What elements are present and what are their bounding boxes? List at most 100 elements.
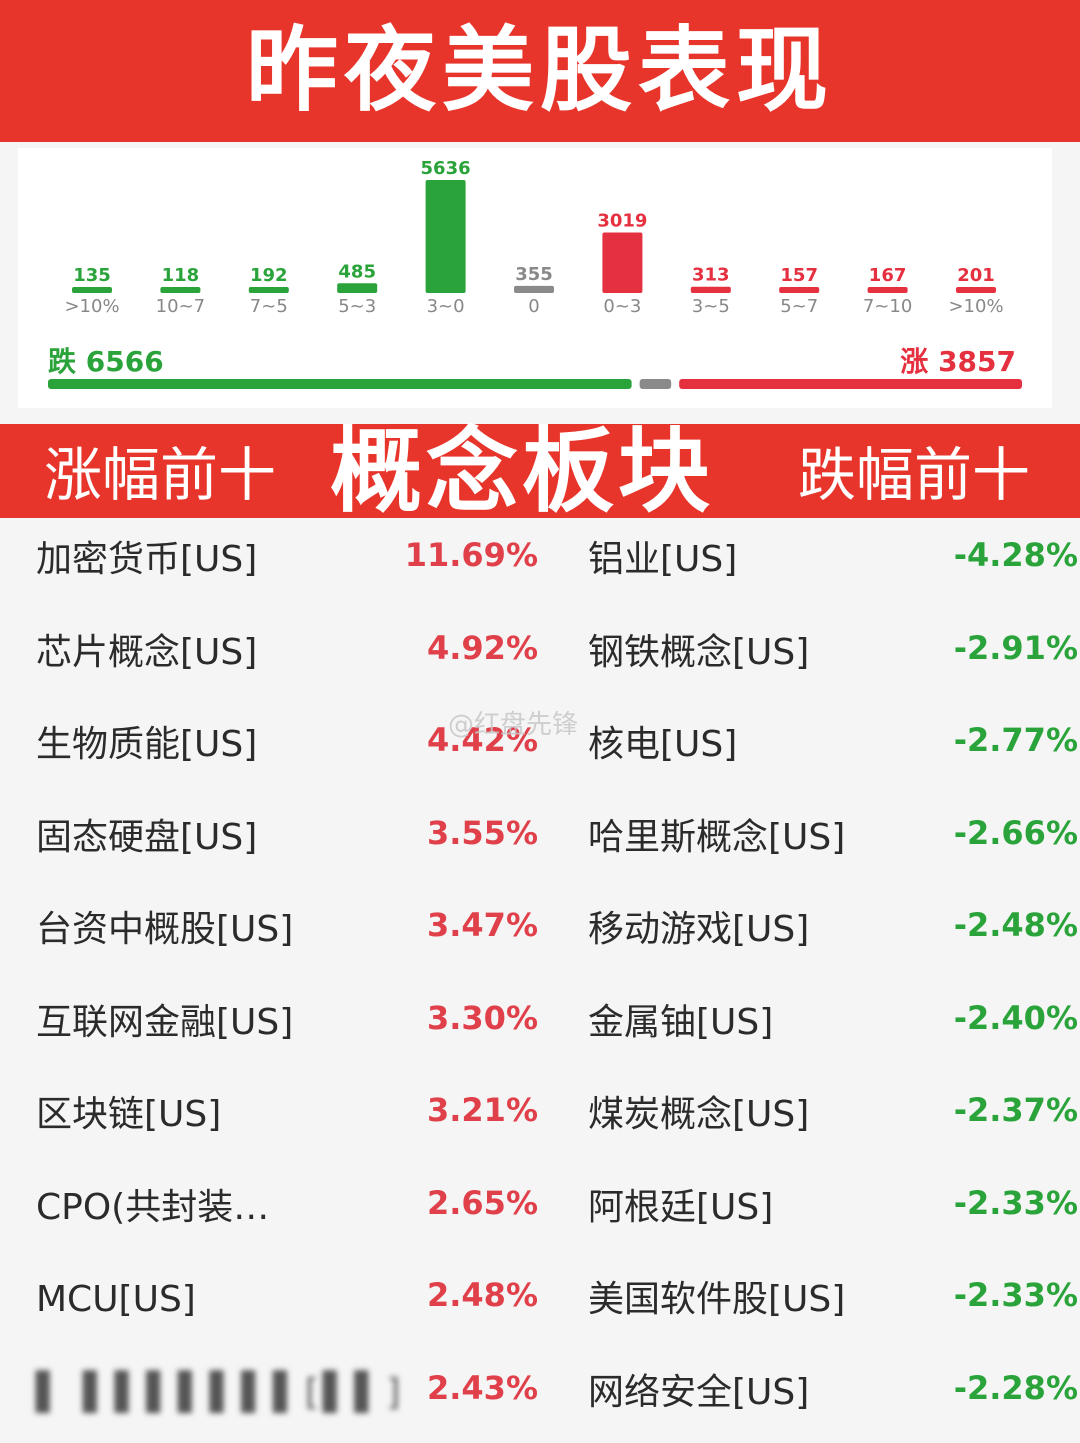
gainer-name: 芯片概念[US] bbox=[36, 631, 257, 674]
distribution-chart-panel: 135 >10% 118 10~7 192 7~5 485 5~3 5636 3~0 355 0 301… bbox=[18, 148, 1052, 408]
bar-value-label: 201 bbox=[957, 265, 995, 286]
fall-label: 跌 bbox=[48, 345, 76, 378]
rise-label: 涨 bbox=[900, 345, 928, 378]
section-title: 概念板块 bbox=[330, 426, 714, 518]
fall-summary: 跌 6566 bbox=[48, 340, 164, 380]
bar-value-label: 485 bbox=[338, 261, 376, 282]
chart-bar bbox=[779, 287, 819, 293]
gainer-name: 台资中概股[US] bbox=[36, 908, 293, 951]
category-tick-label: 7~5 bbox=[250, 296, 288, 317]
bar-value-label: 313 bbox=[692, 265, 730, 286]
chart-bar bbox=[426, 180, 466, 293]
gainer-pct: 3.21% bbox=[427, 1091, 538, 1129]
gainer-name: CPO(共封装… bbox=[36, 1186, 269, 1229]
page-title: 昨夜美股表现 bbox=[246, 25, 834, 117]
bar-value-label: 355 bbox=[515, 264, 553, 285]
loser-name: 核电[US] bbox=[588, 723, 737, 766]
rise-count: 3857 bbox=[938, 345, 1016, 378]
chart-bar bbox=[602, 232, 642, 293]
bar-value-label: 135 bbox=[73, 265, 111, 286]
chart-bar bbox=[160, 287, 200, 293]
category-tick-label: 3~5 bbox=[692, 296, 730, 317]
rise-proportion-bar bbox=[679, 379, 1022, 389]
loser-name: 美国软件股[US] bbox=[588, 1278, 845, 1321]
gainer-name-obscured: ▌ ▌▌▌▌▌▌▌[▌▌] bbox=[36, 1371, 404, 1414]
gainer-pct: 2.65% bbox=[427, 1184, 538, 1222]
watermark: @红盘先锋 bbox=[448, 704, 578, 741]
bar-value-label: 118 bbox=[162, 265, 200, 286]
gainer-name: 加密货币[US] bbox=[36, 538, 257, 581]
loser-pct: -2.40% bbox=[954, 999, 1078, 1037]
loser-row: 煤炭概念[US] -2.37% bbox=[540, 1073, 1080, 1166]
loser-pct: -2.77% bbox=[954, 721, 1078, 759]
bar-value-label: 192 bbox=[250, 265, 288, 286]
gainer-pct: 3.55% bbox=[427, 814, 538, 852]
loser-row: 钢铁概念[US]-2.91% bbox=[540, 611, 1080, 704]
loser-row: 哈里斯概念[US]-2.66% bbox=[540, 796, 1080, 889]
gainer-row: 固态硬盘[US] 3.55% bbox=[0, 796, 540, 889]
loser-name: 阿根廷[US] bbox=[588, 1186, 773, 1229]
loser-row: 美国软件股[US] -2.33% bbox=[540, 1258, 1080, 1351]
chart-bar bbox=[249, 287, 289, 293]
rise-summary: 涨 3857 bbox=[900, 340, 1016, 380]
flat-proportion-bar bbox=[640, 379, 672, 389]
category-tick-label: 5~3 bbox=[338, 296, 376, 317]
category-tick-label: 5~7 bbox=[780, 296, 818, 317]
gainer-pct: 4.92% bbox=[427, 629, 538, 667]
loser-pct: -2.33% bbox=[954, 1276, 1078, 1314]
bar-value-label: 167 bbox=[869, 265, 907, 286]
gainer-row: MCU[US] 2.48% bbox=[0, 1258, 540, 1351]
category-tick-label: >10% bbox=[64, 296, 119, 317]
gainer-row: 台资中概股[US] 3.47% bbox=[0, 888, 540, 981]
loser-row: 铝业[US]-4.28% bbox=[540, 518, 1080, 611]
loser-name: 铝业[US] bbox=[588, 538, 737, 581]
gainer-pct: 3.30% bbox=[427, 999, 538, 1037]
loser-pct: -2.91% bbox=[954, 629, 1078, 667]
loser-name: 金属铀[US] bbox=[588, 1001, 773, 1044]
category-tick-label: >10% bbox=[948, 296, 1003, 317]
loser-pct: -2.28% bbox=[954, 1369, 1078, 1407]
gainers-title: 涨幅前十 bbox=[44, 446, 276, 504]
gainer-name: 生物质能[US] bbox=[36, 723, 257, 766]
loser-name: 煤炭概念[US] bbox=[588, 1093, 809, 1136]
chart-bar bbox=[956, 287, 996, 293]
loser-row: 核电[US] -2.77% bbox=[540, 703, 1080, 796]
loser-row: 移动游戏[US]-2.48% bbox=[540, 888, 1080, 981]
gainers-list: 加密货币[US]11.69% 芯片概念[US]4.92% 生物质能[US]4.4… bbox=[0, 518, 540, 1443]
bar-value-label: 157 bbox=[780, 265, 818, 286]
loser-pct: -2.37% bbox=[954, 1091, 1078, 1129]
loser-pct: -2.33% bbox=[954, 1184, 1078, 1222]
loser-row: 金属铀[US] -2.40% bbox=[540, 981, 1080, 1074]
fall-count: 6566 bbox=[86, 345, 164, 378]
gainer-name: 区块链[US] bbox=[36, 1093, 221, 1136]
gainer-pct: 2.43% bbox=[427, 1369, 538, 1407]
losers-title: 跌幅前十 bbox=[798, 446, 1030, 504]
chart-bar bbox=[691, 287, 731, 293]
category-tick-label: 0 bbox=[528, 296, 539, 317]
gainer-pct: 3.47% bbox=[427, 906, 538, 944]
gainer-name: MCU[US] bbox=[36, 1278, 196, 1321]
chart-bar bbox=[868, 287, 908, 293]
loser-row: 网络安全[US] -2.28% bbox=[540, 1351, 1080, 1443]
chart-bar bbox=[72, 287, 112, 293]
category-tick-label: 7~10 bbox=[863, 296, 912, 317]
section-banner: 涨幅前十 概念板块 跌幅前十 bbox=[0, 424, 1080, 518]
category-tick-label: 0~3 bbox=[603, 296, 641, 317]
category-tick-label: 3~0 bbox=[427, 296, 465, 317]
category-tick-label: 10~7 bbox=[156, 296, 205, 317]
gainer-row: CPO(共封装… 2.65% bbox=[0, 1166, 540, 1259]
loser-pct: -2.66% bbox=[954, 814, 1078, 852]
losers-list: 铝业[US]-4.28% 钢铁概念[US]-2.91% 核电[US] -2.77%… bbox=[540, 518, 1080, 1443]
chart-bar bbox=[337, 283, 377, 293]
gainer-row: 互联网金融[US] 3.30% bbox=[0, 981, 540, 1074]
gainer-name: 互联网金融[US] bbox=[36, 1001, 293, 1044]
gainer-pct: 2.48% bbox=[427, 1276, 538, 1314]
gainer-name: 固态硬盘[US] bbox=[36, 816, 257, 859]
bar-value-label: 5636 bbox=[421, 158, 471, 179]
gainer-row: 加密货币[US]11.69% bbox=[0, 518, 540, 611]
distribution-chart: 135 >10% 118 10~7 192 7~5 485 5~3 5636 3~0 355 0 301… bbox=[18, 148, 1052, 408]
top-banner: 昨夜美股表现 bbox=[0, 0, 1080, 142]
gainer-row: ▌ ▌▌▌▌▌▌▌[▌▌] 2.43% bbox=[0, 1351, 540, 1443]
bar-value-label: 3019 bbox=[597, 210, 647, 231]
loser-name: 网络安全[US] bbox=[588, 1371, 809, 1414]
